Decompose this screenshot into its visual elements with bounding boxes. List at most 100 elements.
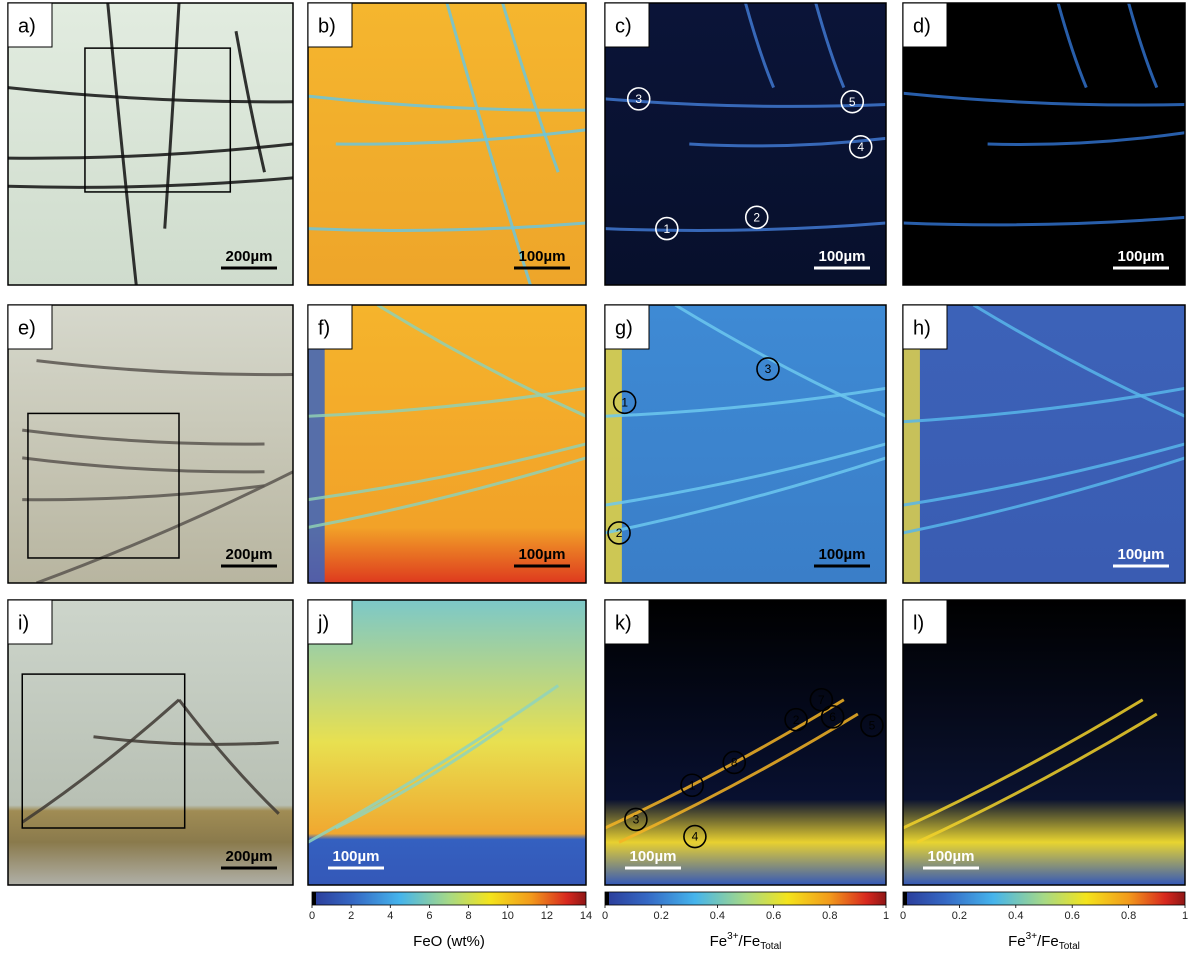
vein — [618, 712, 859, 844]
label-mid: /Fe — [1037, 933, 1059, 950]
colorbar-label: FeO (wt%) — [413, 933, 485, 950]
panel-label-box — [604, 599, 650, 645]
image-background — [605, 600, 886, 885]
vein — [36, 359, 293, 377]
vein — [605, 442, 886, 507]
scale-bar-label: 200µm — [225, 848, 272, 865]
vein — [903, 698, 1144, 830]
marker-label: 1 — [689, 778, 696, 792]
panel-frame — [902, 2, 1186, 286]
panel: l) 100µm — [902, 599, 1186, 886]
colorbar-label: Fe3+/FeTotal — [710, 931, 782, 952]
panel-frame — [307, 304, 587, 584]
marker-label: 2 — [753, 210, 760, 224]
panel-frame — [604, 2, 887, 286]
vein — [177, 698, 280, 815]
marker-circle — [624, 807, 648, 832]
inset-box — [21, 673, 186, 829]
panel-label: d) — [913, 15, 931, 37]
marker-circle — [612, 390, 637, 415]
panel-frame — [7, 2, 294, 286]
label-sup: 3+ — [1026, 931, 1038, 942]
panel-frame — [307, 599, 587, 886]
image-background — [605, 305, 886, 583]
panel: i) 200µm — [7, 599, 294, 886]
colorbar-tick-label: 0.8 — [822, 910, 837, 922]
colorbar-zero — [605, 892, 609, 905]
marker-label: 5 — [849, 95, 856, 109]
panel: k) 100µm 7 2 6 5 8 1 3 4 — [604, 599, 887, 886]
marker-circle — [784, 707, 808, 732]
vein — [903, 456, 1185, 535]
vein — [689, 136, 886, 148]
vein — [605, 97, 886, 108]
marker-label: 3 — [633, 813, 640, 827]
scale-bar-label: 100µm — [518, 248, 565, 265]
panel-label-box — [7, 599, 53, 645]
micrograph — [8, 600, 293, 885]
vein — [8, 86, 293, 104]
marker-circle — [820, 705, 845, 729]
micrograph — [308, 3, 586, 285]
marker-label: 4 — [692, 830, 699, 844]
image-background — [903, 600, 1185, 885]
micrograph — [8, 305, 293, 583]
colorbar-zero — [903, 892, 907, 905]
colorbar-tick-label: 4 — [387, 910, 393, 922]
marker-label: 5 — [869, 719, 876, 733]
scale-bar-label: 100µm — [927, 848, 974, 865]
marker-label: 2 — [616, 526, 623, 540]
panel-label: k) — [615, 612, 632, 634]
marker-circle — [756, 357, 780, 381]
vein — [903, 215, 1185, 227]
colorbar-tick-label: 10 — [502, 910, 514, 922]
vein — [335, 128, 586, 146]
colorbar-tick-label: 0.4 — [1008, 910, 1023, 922]
panel-label-box — [307, 304, 353, 350]
colorbar-tick-label: 0.2 — [654, 910, 669, 922]
vein — [903, 442, 1185, 507]
marker-circle — [626, 87, 651, 111]
scale-bar-label: 200µm — [225, 546, 272, 563]
colorbar: 0 0.2 0.4 0.6 0.8 1 Fe3+/FeTotal — [900, 891, 1188, 952]
vein — [903, 91, 1185, 107]
vein — [674, 305, 886, 418]
marker-circle — [683, 824, 707, 849]
colorbar: 0 2 4 6 8 10 12 14 FeO (wt%) — [309, 891, 592, 950]
label-mid: /Fe — [739, 933, 761, 950]
vein — [8, 176, 293, 189]
marker-circle — [860, 713, 884, 738]
vein — [163, 3, 181, 229]
marker-label: 4 — [857, 140, 864, 154]
panel-label: i) — [18, 612, 29, 634]
colorbar-tick-label: 0.6 — [1065, 910, 1080, 922]
micrograph — [903, 600, 1185, 885]
panel-label: l) — [913, 612, 924, 634]
colorbar-zero — [312, 892, 316, 905]
panel-frame — [7, 599, 294, 886]
image-background — [308, 305, 586, 583]
panel-label-box — [902, 304, 948, 350]
scale-bar-label: 100µm — [818, 546, 865, 563]
vein — [814, 3, 846, 89]
marker-circle — [809, 687, 834, 712]
colorbar-tick-label: 12 — [541, 910, 553, 922]
panel: c) 100µm 3 5 4 1 2 — [604, 2, 887, 286]
vein — [1056, 3, 1088, 89]
panel-label: e) — [18, 317, 36, 339]
marker-circle — [840, 89, 865, 114]
panel-frame — [604, 599, 887, 886]
marker-circle — [655, 216, 679, 241]
vein — [22, 484, 265, 502]
vein — [106, 3, 138, 285]
colorbar-tick-label: 0.8 — [1121, 910, 1136, 922]
colorbar-gradient — [311, 891, 587, 906]
vein — [8, 142, 293, 160]
micrograph — [903, 3, 1185, 285]
marker-circle — [680, 773, 704, 798]
vein — [605, 386, 886, 418]
panel: g) 100µm 1 3 2 — [604, 304, 887, 584]
vein — [308, 456, 586, 529]
panel-frame — [307, 2, 587, 286]
colorbar-tick-label: 0.6 — [766, 910, 781, 922]
